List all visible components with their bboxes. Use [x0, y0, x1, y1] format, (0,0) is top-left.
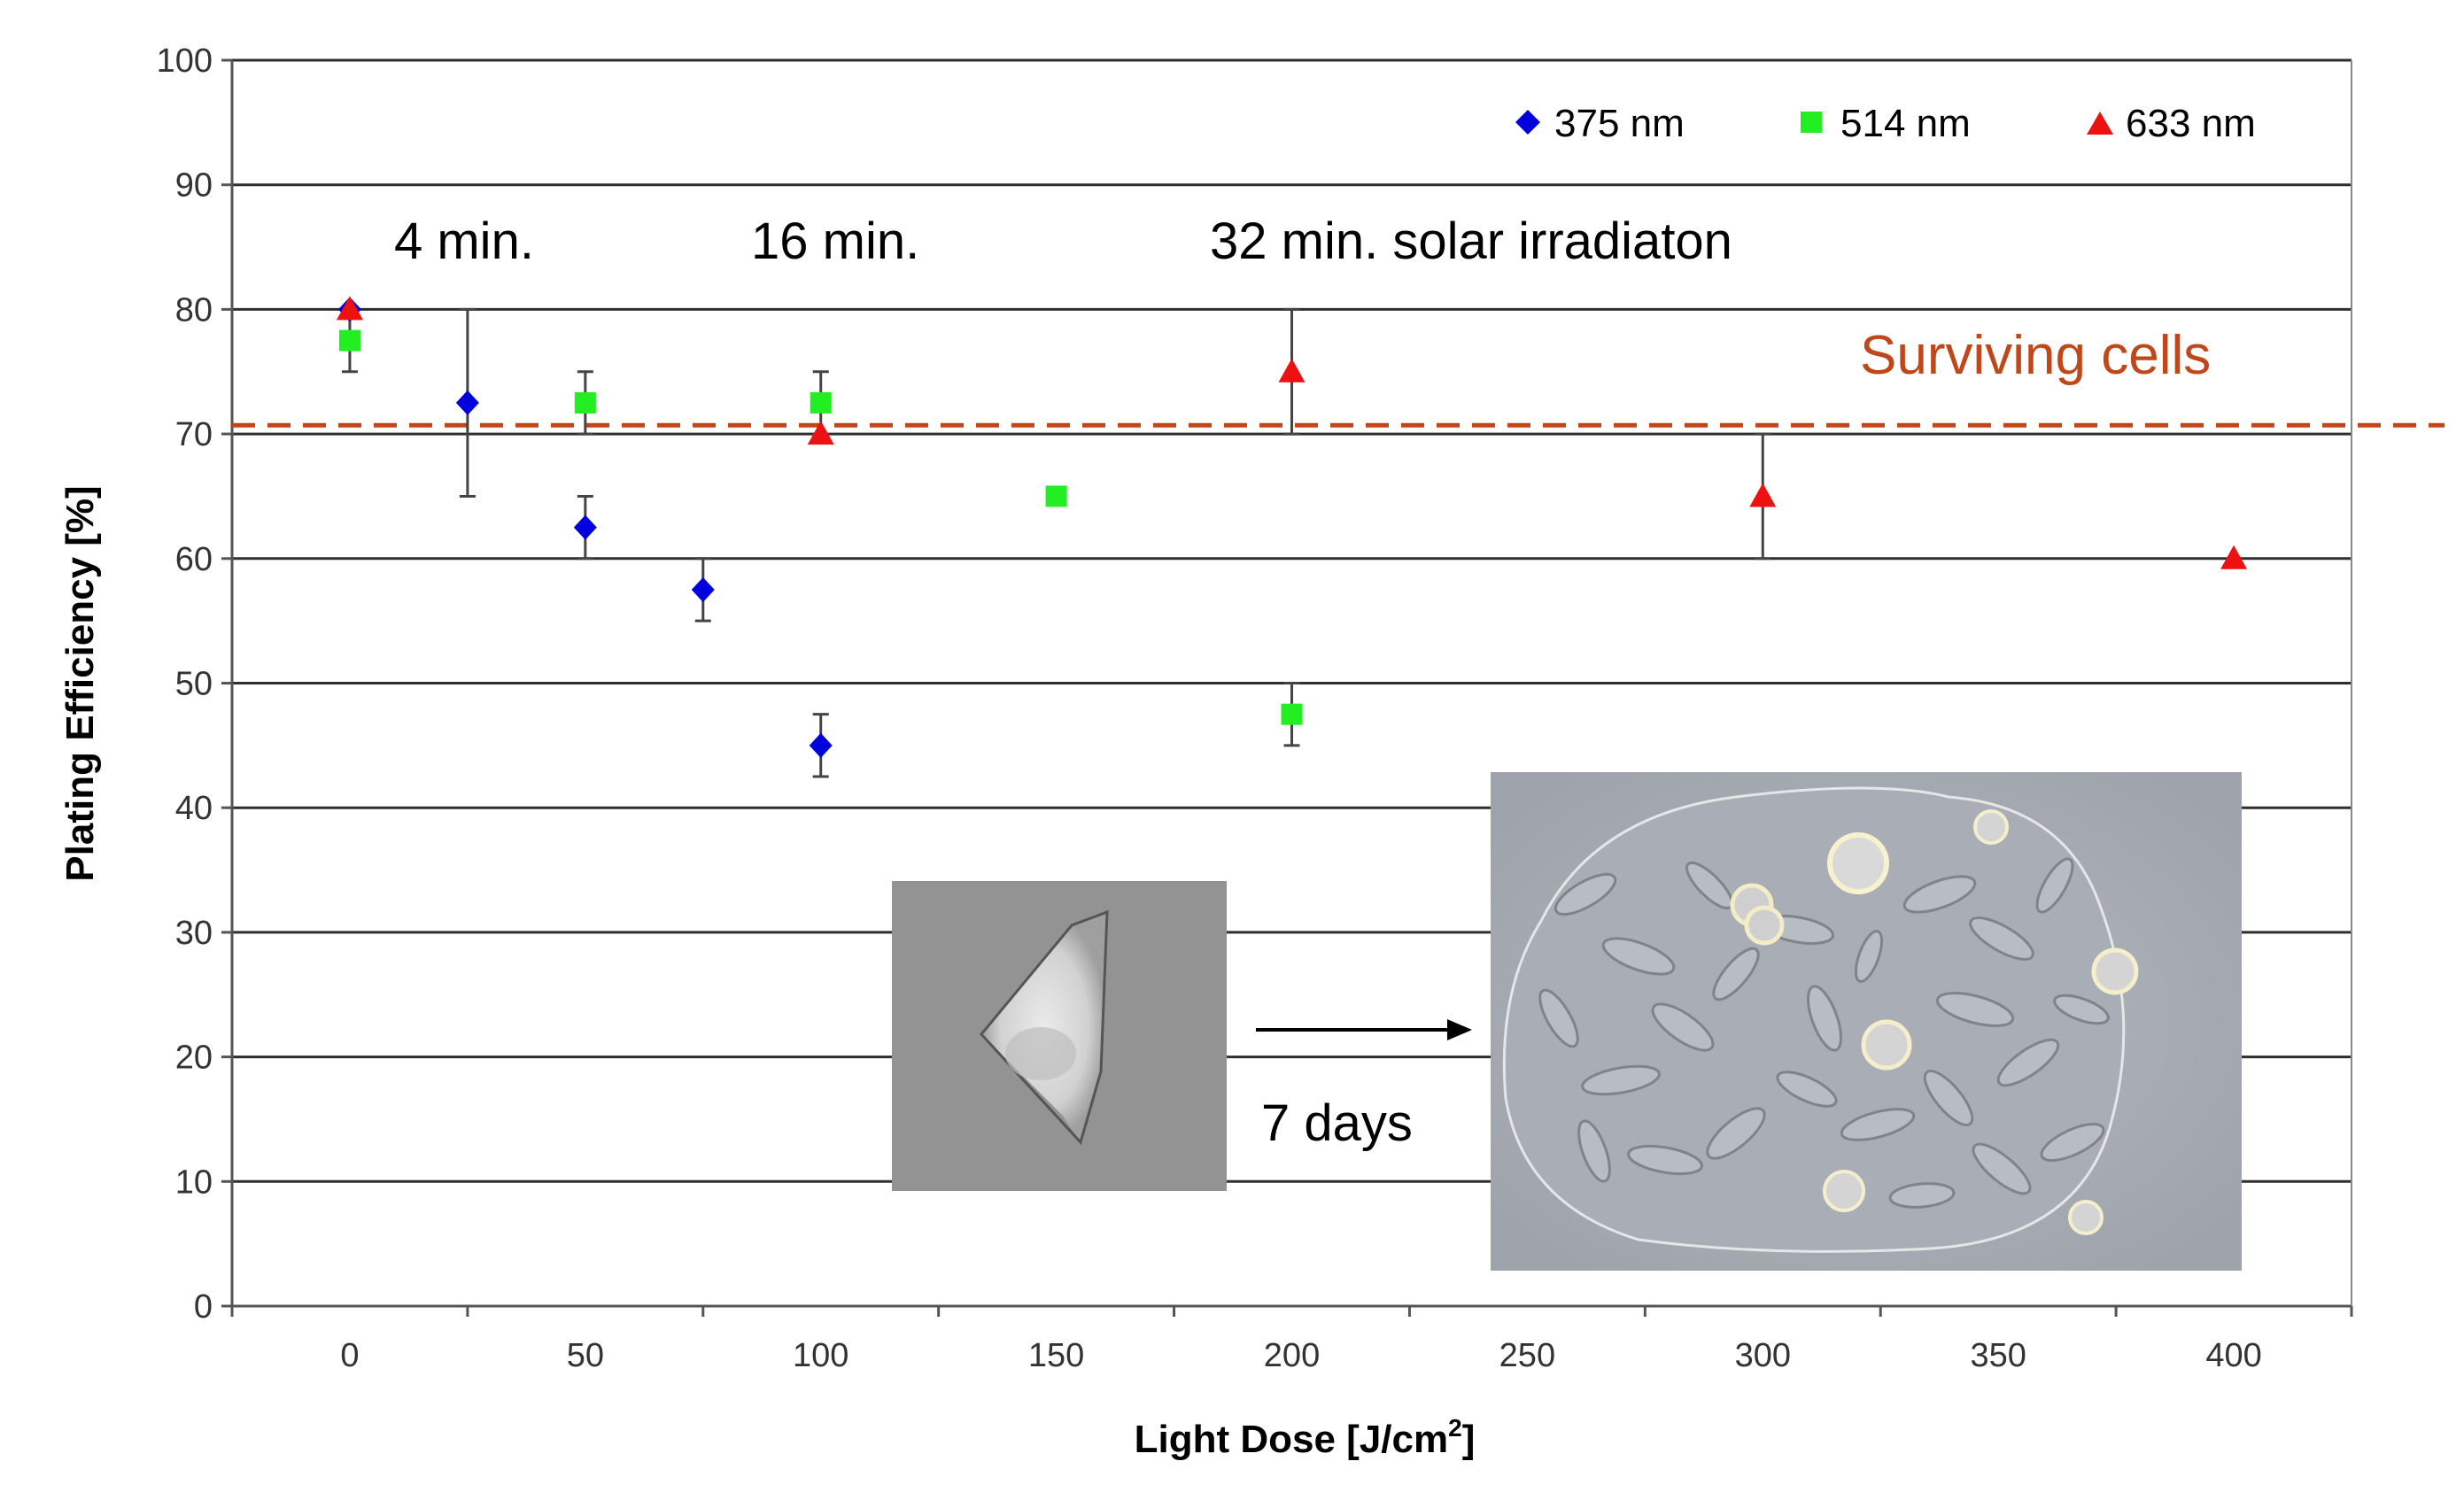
x-axis-title-sup: 2: [1448, 1414, 1462, 1442]
legend-marker-514nm: [1801, 112, 1822, 133]
x-axis-title: Light Dose [J/cm2]: [1135, 1414, 1476, 1461]
point-633nm-3: [1749, 483, 1777, 507]
single-cell-micrograph: [892, 881, 1227, 1191]
annotation-32min: 32 min. solar irradiaton: [1210, 213, 1732, 270]
y-tick-70: 70: [175, 416, 213, 453]
colony-cell: [1935, 992, 2015, 1027]
y-axis-title: Plating Efficiency [%]: [58, 485, 102, 881]
colony-cell: [1627, 1144, 1703, 1176]
colony-cell: [1923, 1070, 1974, 1126]
point-514nm-4: [1281, 703, 1303, 725]
axes: [221, 58, 2353, 1317]
x-tick-150: 150: [1028, 1337, 1084, 1374]
colony-cell: [1996, 1038, 2060, 1087]
y-tick-90: 90: [175, 167, 213, 205]
point-514nm-3: [1045, 485, 1067, 507]
colony-cell: [1577, 1119, 1611, 1183]
y-tick-60: 60: [175, 541, 213, 578]
colony-cell: [1888, 1182, 1956, 1209]
y-tick-50: 50: [175, 666, 213, 703]
legend: 375 nm 514 nm 633 nm: [1515, 102, 2256, 145]
colony-cell: [1972, 1142, 2032, 1195]
y-tick-20: 20: [175, 1040, 213, 1077]
surviving-cells-label: Surviving cells: [1860, 325, 2211, 386]
error-bars: [341, 307, 1771, 778]
x-tick-100: 100: [793, 1337, 848, 1374]
colony-cell: [1554, 872, 1617, 916]
colony-cell: [1538, 988, 1579, 1048]
x-tick-250: 250: [1499, 1337, 1555, 1374]
y-tick-100: 100: [157, 43, 213, 80]
colony-micrograph: [1491, 772, 2242, 1271]
legend-label-514nm: 514 nm: [1840, 102, 1971, 145]
y-tick-0: 0: [194, 1288, 213, 1326]
colony-cell: [1651, 1002, 1715, 1052]
data-points: [336, 296, 2248, 758]
annotation-7days: 7 days: [1261, 1094, 1413, 1152]
x-tick-300: 300: [1735, 1337, 1791, 1374]
x-tick-350: 350: [1970, 1337, 2026, 1374]
colony-cell: [1712, 947, 1760, 1001]
legend-label-633nm: 633 nm: [2126, 102, 2256, 145]
colony-cell: [1902, 875, 1977, 914]
x-tick-labels: 0 50 100 150 200 250 300 350 400: [340, 1337, 2261, 1374]
point-375nm-1: [455, 390, 479, 415]
x-tick-50: 50: [567, 1337, 604, 1374]
x-axis-title-end: ]: [1462, 1418, 1476, 1461]
colony-cell: [1601, 937, 1676, 976]
colony-cell: [2035, 857, 2074, 914]
annotation-16min: 16 min.: [751, 213, 919, 270]
point-375nm-4: [809, 732, 833, 758]
arrow: [1256, 1019, 1472, 1040]
colony-cell: [1840, 1108, 1916, 1141]
y-tick-30: 30: [175, 915, 213, 952]
colony-cell: [2053, 994, 2110, 1025]
legend-marker-375nm: [1515, 110, 1540, 135]
point-633nm-1: [807, 421, 834, 445]
colony-cell: [1776, 1071, 1838, 1108]
y-tick-80: 80: [175, 291, 213, 329]
y-tick-labels: 0 10 20 30 40 50 60 70 80 90 100: [157, 43, 213, 1326]
colony-cell: [1581, 1064, 1661, 1096]
point-633nm-0: [336, 296, 363, 321]
colony-cell: [1807, 985, 1842, 1052]
x-tick-0: 0: [340, 1337, 359, 1374]
colony-cell: [2040, 1123, 2105, 1162]
annotation-4min: 4 min.: [394, 213, 534, 270]
colony-cell: [1969, 916, 2034, 961]
point-514nm-0: [338, 329, 360, 352]
y-tick-10: 10: [175, 1164, 213, 1201]
x-axis-title-main: Light Dose [J/cm: [1135, 1418, 1449, 1461]
legend-label-375nm: 375 nm: [1554, 102, 1685, 145]
point-375nm-3: [691, 576, 715, 602]
point-375nm-2: [573, 514, 597, 540]
point-633nm-4: [2220, 545, 2248, 569]
point-514nm-2: [810, 391, 832, 414]
x-tick-400: 400: [2205, 1337, 2261, 1374]
x-tick-200: 200: [1264, 1337, 1320, 1374]
point-633nm-2: [1278, 358, 1306, 383]
point-514nm-1: [574, 391, 596, 414]
colony-cell: [1854, 930, 1884, 983]
y-tick-40: 40: [175, 790, 213, 827]
colony-cell: [1706, 1107, 1766, 1160]
legend-marker-633nm: [2087, 112, 2113, 135]
